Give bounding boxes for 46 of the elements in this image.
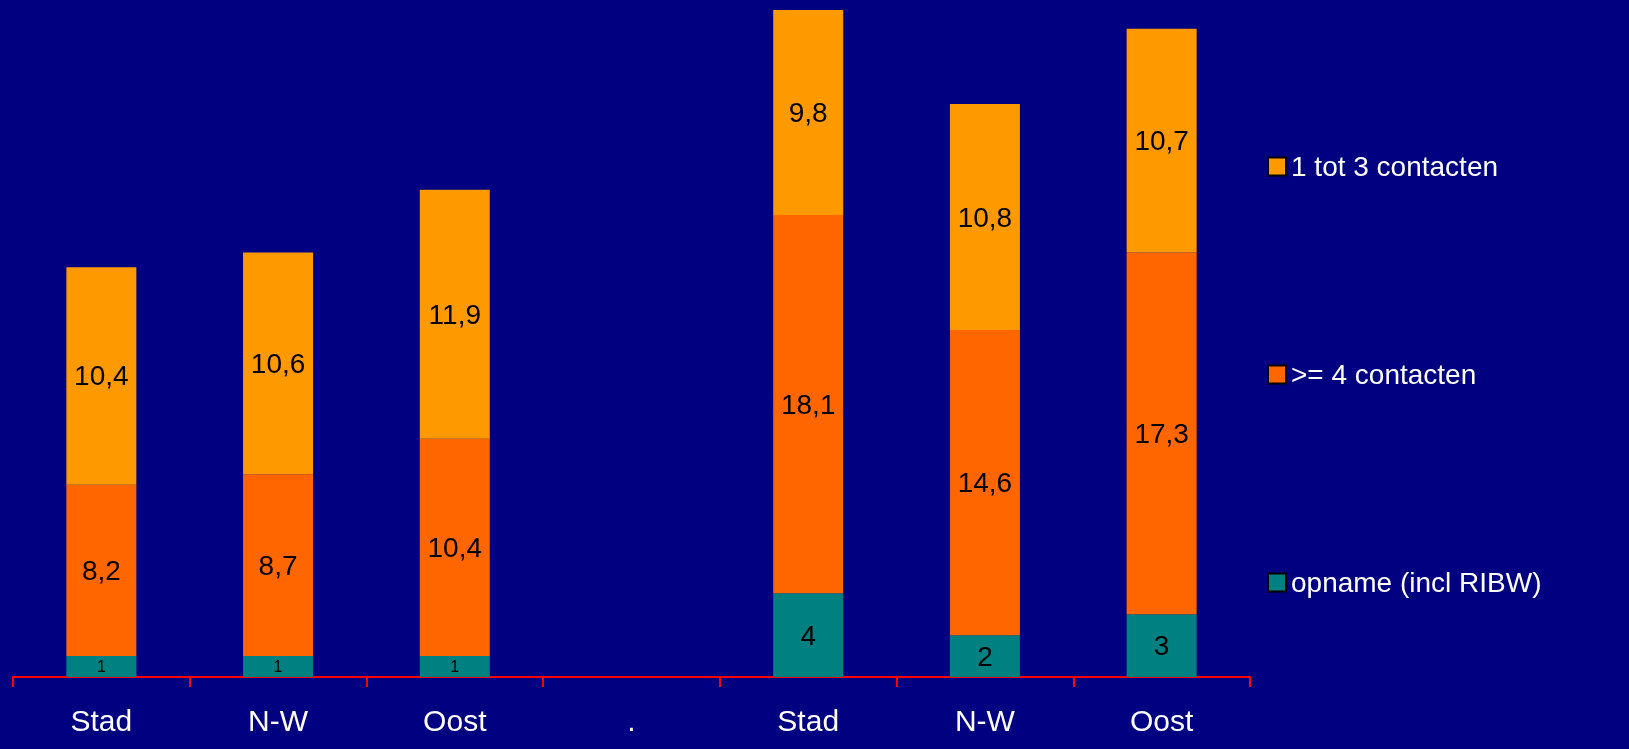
- bar: [243, 474, 314, 657]
- legend-label: opname (incl RIBW): [1291, 567, 1542, 598]
- bar: [419, 438, 490, 657]
- bar: [66, 267, 137, 485]
- data-label: 1: [273, 658, 283, 676]
- bar: [773, 593, 844, 677]
- data-label: 10,6: [250, 347, 306, 379]
- bar: [949, 329, 1020, 636]
- data-label: 1: [96, 658, 106, 676]
- data-label: 4: [800, 619, 816, 651]
- data-label: 10,4: [74, 360, 129, 392]
- data-label: 8,2: [81, 554, 121, 586]
- data-label: 14,6: [957, 467, 1013, 499]
- legend-label: 1 tot 3 contacten: [1291, 151, 1499, 182]
- data-label: 2: [977, 640, 993, 672]
- data-label: 10,4: [427, 531, 483, 563]
- bar: [773, 10, 844, 215]
- x-tick-label: Oost: [423, 703, 488, 737]
- bar: [773, 214, 844, 594]
- data-label: 1: [450, 658, 460, 676]
- data-label: 9,8: [788, 96, 828, 128]
- bar: [1126, 252, 1197, 615]
- bar: [419, 656, 490, 677]
- x-tick-label: .: [627, 703, 636, 737]
- bar: [949, 104, 1020, 330]
- x-tick-label: Oost: [1129, 703, 1194, 737]
- x-tick-label: Stad: [777, 703, 840, 737]
- bar: [243, 656, 314, 677]
- legend-label: >= 4 contacten: [1291, 359, 1477, 390]
- x-tick-label: Stad: [70, 703, 133, 737]
- data-label: 8,7: [258, 549, 298, 581]
- x-tick-label: N-W: [954, 703, 1016, 737]
- data-label: 10,8: [957, 201, 1013, 233]
- data-label: 17,3: [1134, 417, 1189, 449]
- data-label: 3: [1153, 630, 1170, 662]
- x-tick-label: N-W: [248, 703, 309, 737]
- data-label: 11,9: [428, 298, 481, 330]
- data-label: 18,1: [780, 388, 836, 420]
- bar: [949, 635, 1020, 677]
- bar: [1126, 614, 1197, 677]
- bar: [66, 656, 137, 677]
- data-label: 10,7: [1134, 125, 1189, 157]
- bar: [1126, 28, 1197, 253]
- bar: [419, 189, 490, 439]
- bar: [66, 484, 137, 657]
- bar: [243, 252, 314, 475]
